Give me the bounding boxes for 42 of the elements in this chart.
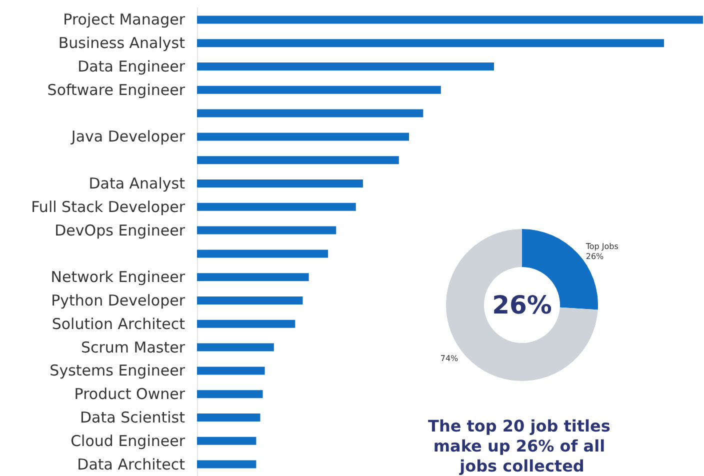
y-tick-label: Business Analyst — [58, 34, 186, 52]
y-tick-label: Java Developer — [70, 128, 186, 146]
bar — [197, 273, 309, 282]
bar — [197, 320, 296, 328]
bar — [197, 180, 363, 188]
y-tick-label: Python Developer — [51, 292, 186, 310]
y-tick-label: Software Engineer — [47, 80, 186, 99]
slice-label: Top Jobs — [584, 242, 618, 252]
y-tick-label: Full Stack Developer — [31, 198, 186, 216]
bar — [197, 390, 263, 398]
bar — [197, 202, 356, 211]
y-tick-label: Data Analyst — [88, 174, 186, 192]
bar — [197, 109, 424, 118]
y-tick-label: Network Engineer — [50, 268, 186, 286]
y-tick-label: Project Manager — [63, 10, 186, 29]
bar — [197, 414, 260, 422]
bar — [197, 156, 399, 164]
bar — [197, 343, 274, 352]
bar — [197, 226, 336, 234]
y-tick-label: Systems Engineer — [50, 362, 186, 380]
bar — [197, 436, 256, 445]
y-tick-label: Cloud Engineer — [70, 432, 186, 450]
bar — [197, 366, 265, 375]
bar — [197, 62, 494, 70]
bar — [197, 86, 441, 94]
y-tick-label: Solution Architect — [52, 314, 186, 333]
bar — [197, 250, 328, 258]
y-tick-label: Data Scientist — [80, 408, 186, 426]
bar — [197, 39, 664, 48]
data-label: 26% — [492, 290, 552, 320]
y-tick-label: Data Architect — [77, 455, 186, 474]
y-tick-label: DevOps Engineer — [54, 221, 186, 240]
data-label: 74% — [440, 354, 459, 363]
y-tick-label: Data Engineer — [78, 58, 186, 76]
bar — [197, 16, 703, 24]
annotation: The top 20 job titles make up 26% of all jobs collected — [428, 416, 616, 476]
bar — [197, 296, 303, 304]
bar — [197, 132, 410, 141]
annotation: 26% — [586, 252, 604, 262]
y-tick-label: Scrum Master — [80, 338, 186, 356]
y-tick-label: Product Owner — [74, 385, 186, 404]
bar — [197, 460, 256, 468]
